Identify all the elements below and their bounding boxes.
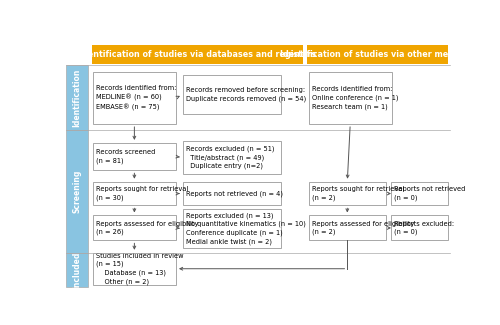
FancyBboxPatch shape	[66, 130, 87, 253]
FancyBboxPatch shape	[391, 215, 448, 240]
Text: Reports excluded:
(n = 0): Reports excluded: (n = 0)	[394, 221, 454, 235]
FancyBboxPatch shape	[391, 182, 448, 205]
FancyBboxPatch shape	[308, 215, 386, 240]
FancyBboxPatch shape	[182, 209, 282, 248]
Text: Reports assessed for eligibility
(n = 26): Reports assessed for eligibility (n = 26…	[96, 221, 198, 235]
Text: Reports assessed for eligibility
(n = 2): Reports assessed for eligibility (n = 2)	[312, 221, 414, 235]
Text: Included: Included	[72, 251, 82, 289]
Text: Records identified from:
MEDLINE® (n = 60)
EMBASE® (n = 75): Records identified from: MEDLINE® (n = 6…	[96, 85, 176, 111]
FancyBboxPatch shape	[182, 182, 282, 205]
FancyBboxPatch shape	[92, 215, 176, 240]
FancyBboxPatch shape	[92, 45, 303, 64]
FancyBboxPatch shape	[92, 72, 176, 124]
FancyBboxPatch shape	[182, 141, 282, 174]
Text: Reports sought for retrieval
(n = 30): Reports sought for retrieval (n = 30)	[96, 186, 188, 201]
Text: Reports excluded (n = 13)
No quantitative kinematics (n = 10)
Conference duplica: Reports excluded (n = 13) No quantitativ…	[186, 212, 306, 245]
Text: Identification: Identification	[72, 69, 82, 127]
Text: Records screened
(n = 81): Records screened (n = 81)	[96, 149, 155, 164]
FancyBboxPatch shape	[66, 65, 87, 130]
FancyBboxPatch shape	[308, 182, 386, 205]
FancyBboxPatch shape	[92, 143, 176, 170]
Text: Records identified from:
Online conference (n = 1)
Research team (n = 1): Records identified from: Online conferen…	[312, 86, 398, 110]
Text: Studies included in review
(n = 15)
    Database (n = 13)
    Other (n = 2): Studies included in review (n = 15) Data…	[96, 253, 184, 285]
Text: Reports sought for retrieval
(n = 2): Reports sought for retrieval (n = 2)	[312, 186, 404, 201]
Text: Screening: Screening	[72, 170, 82, 213]
FancyBboxPatch shape	[92, 253, 176, 285]
FancyBboxPatch shape	[92, 182, 176, 205]
FancyBboxPatch shape	[308, 72, 392, 124]
FancyBboxPatch shape	[306, 45, 448, 64]
Text: Records removed before screening:
Duplicate records removed (n = 54): Records removed before screening: Duplic…	[186, 87, 306, 102]
Text: Identification of studies via other methods: Identification of studies via other meth…	[280, 50, 474, 59]
Text: Records excluded (n = 51)
  Title/abstract (n = 49)
  Duplicate entry (n=2): Records excluded (n = 51) Title/abstract…	[186, 145, 274, 169]
Text: Identification of studies via databases and registers: Identification of studies via databases …	[78, 50, 316, 59]
FancyBboxPatch shape	[66, 253, 87, 287]
FancyBboxPatch shape	[182, 75, 282, 114]
Text: Reports not retrieved
(n = 0): Reports not retrieved (n = 0)	[394, 186, 466, 201]
Text: Reports not retrieved (n = 4): Reports not retrieved (n = 4)	[186, 190, 282, 197]
